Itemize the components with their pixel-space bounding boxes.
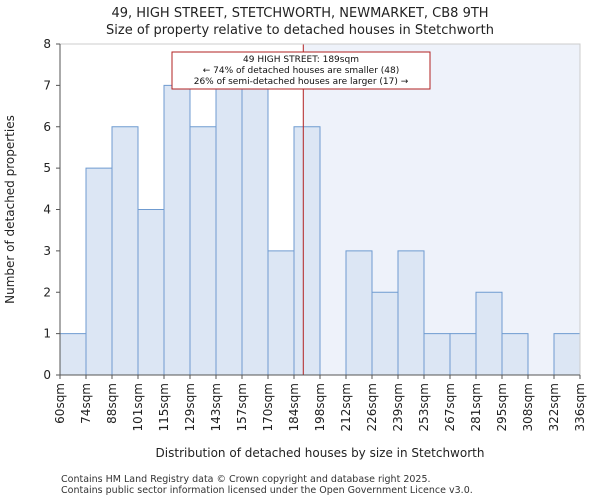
x-tick-label: 308sqm — [521, 383, 535, 431]
annotation-box — [171, 51, 431, 90]
x-tick-label: 226sqm — [365, 383, 379, 431]
y-tick-label: 8 — [43, 37, 51, 51]
y-tick-label: 1 — [43, 327, 51, 341]
bar-239sqm — [397, 250, 425, 376]
x-tick-label: 88sqm — [105, 383, 119, 424]
x-tick-label: 267sqm — [443, 383, 457, 431]
bar-267sqm — [449, 333, 477, 376]
x-tick-label: 157sqm — [235, 383, 249, 431]
x-tick-label: 143sqm — [209, 383, 223, 431]
x-tick-label: 295sqm — [495, 383, 509, 431]
bar-157sqm — [241, 84, 269, 376]
x-tick-label: 198sqm — [313, 383, 327, 431]
y-tick-label: 2 — [43, 285, 51, 299]
y-tick-label: 6 — [43, 120, 51, 134]
chart-title: 49, HIGH STREET, STETCHWORTH, NEWMARKET,… — [111, 6, 489, 21]
x-tick-label: 170sqm — [261, 383, 275, 431]
bar-115sqm — [163, 84, 191, 376]
x-tick-label: 74sqm — [79, 383, 93, 424]
y-tick-label: 7 — [43, 78, 51, 92]
bar-281sqm — [475, 291, 503, 376]
bar-129sqm — [189, 126, 217, 376]
footer-line-2: Contains public sector information licen… — [61, 485, 473, 496]
marker-annotation: 49 HIGH STREET: 189sqm ← 74% of detached… — [171, 51, 431, 90]
annotation-line-2: ← 74% of detached houses are smaller (48… — [203, 66, 400, 76]
x-tick-label: 322sqm — [547, 383, 561, 431]
shaded-region — [303, 44, 580, 375]
annotation-line-1: 49 HIGH STREET: 189sqm — [243, 55, 359, 65]
chart-subtitle: Size of property relative to detached ho… — [106, 23, 494, 38]
y-tick-label: 0 — [43, 368, 51, 382]
x-tick-label: 239sqm — [391, 383, 405, 431]
bar-74sqm — [85, 167, 113, 376]
x-axis-label: Distribution of detached houses by size … — [156, 446, 485, 460]
x-tick-label: 336sqm — [573, 383, 587, 431]
x-tick-label: 212sqm — [339, 383, 353, 431]
bar-212sqm — [345, 250, 373, 376]
bar-295sqm — [501, 333, 529, 376]
bar-253sqm — [423, 333, 451, 376]
bar-170sqm — [267, 250, 295, 376]
bar-322sqm — [553, 333, 581, 376]
x-tick-label: 253sqm — [417, 383, 431, 431]
x-tick-label: 101sqm — [131, 383, 145, 431]
bar-143sqm — [215, 84, 243, 376]
bar-184sqm — [293, 126, 321, 376]
x-tick-label: 60sqm — [53, 383, 67, 424]
bar-226sqm — [371, 291, 399, 376]
footer-line-1: Contains HM Land Registry data © Crown c… — [61, 474, 431, 485]
x-tick-label: 281sqm — [469, 383, 483, 431]
y-axis-label: Number of detached properties — [3, 115, 17, 304]
x-tick-label: 184sqm — [287, 383, 301, 431]
y-tick-label: 3 — [43, 244, 51, 258]
x-tick-label: 129sqm — [183, 383, 197, 431]
y-tick-label: 4 — [43, 203, 51, 217]
bar-88sqm — [111, 126, 139, 376]
bar-101sqm — [137, 209, 165, 376]
x-tick-label: 115sqm — [157, 383, 171, 431]
annotation-line-3: 26% of semi-detached houses are larger (… — [194, 77, 409, 87]
y-tick-label: 5 — [43, 161, 51, 175]
bar-60sqm — [59, 333, 87, 376]
